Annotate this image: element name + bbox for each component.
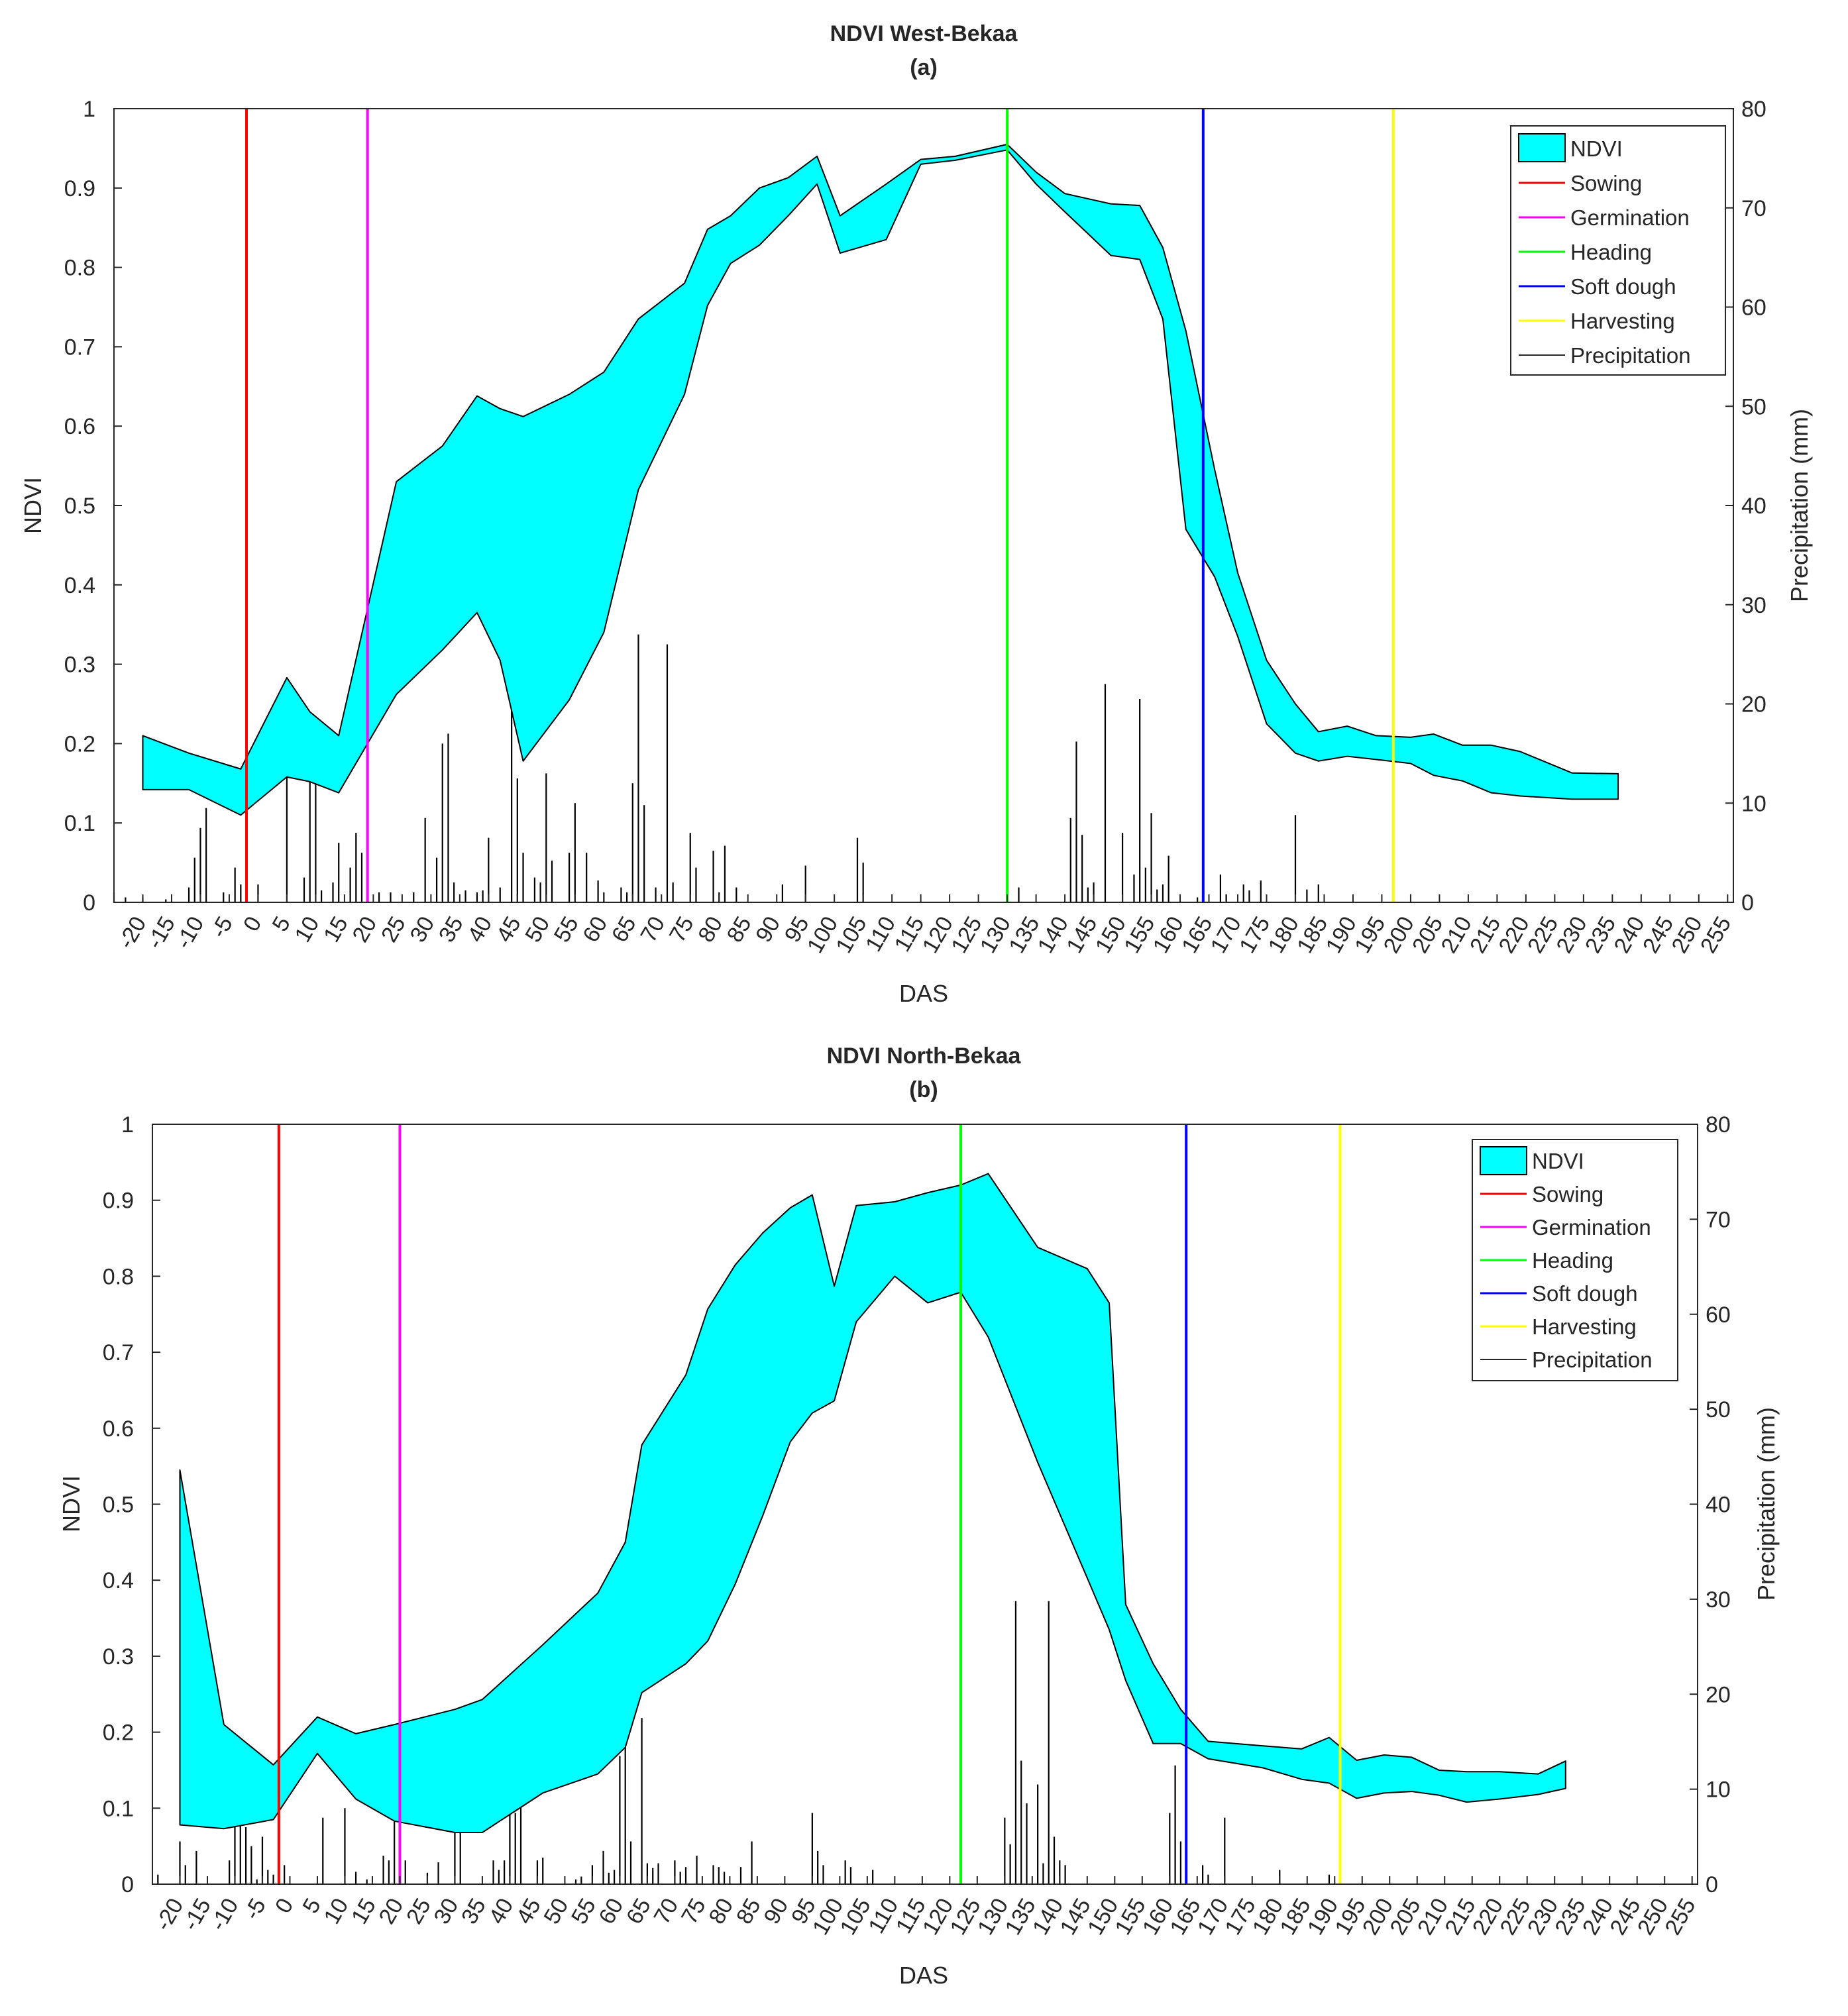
y2-tick-label: 30 <box>1741 593 1766 618</box>
y2-tick-label: 20 <box>1741 692 1766 717</box>
y2-tick-label: 20 <box>1706 1682 1731 1707</box>
y2-tick-label: 50 <box>1741 394 1766 419</box>
legend-swatch-ndvi <box>1480 1146 1527 1175</box>
y-tick-label: 0.9 <box>64 176 95 201</box>
y-tick-label: 0.1 <box>103 1796 134 1821</box>
chart-panel-west-bekaa: NDVI West-Bekaa (a) -20-15-10-5 0 51015202… <box>19 21 1813 1007</box>
y2-tick-label: 0 <box>1706 1872 1718 1897</box>
y-axis-label: NDVI <box>58 1475 85 1532</box>
y-tick-label: 0.7 <box>103 1340 134 1365</box>
chart-title: NDVI West-Bekaa <box>830 21 1018 46</box>
plot-area <box>157 1124 1566 1884</box>
chart-subtitle: (b) <box>909 1077 938 1102</box>
ndvi-range-band <box>179 1173 1566 1834</box>
legend-label-germination: Germination <box>1570 205 1690 230</box>
y2-tick-label: 70 <box>1741 196 1766 221</box>
y2-tick-label: 40 <box>1706 1493 1731 1518</box>
legend-label-harvesting: Harvesting <box>1532 1314 1637 1339</box>
y2-tick-label: 40 <box>1741 494 1766 519</box>
y-tick-label: 0.9 <box>103 1189 134 1214</box>
y2-axis-label: Precipitation (mm) <box>1753 1407 1780 1601</box>
legend-label-sowing: Sowing <box>1532 1182 1603 1206</box>
y-tick-label: 0 <box>121 1872 134 1897</box>
x-axis-ticks: -20-15-10-5 0 5101520253035404550556065707… <box>113 894 1736 957</box>
y2-tick-label: 0 <box>1741 890 1754 916</box>
y-tick-label: 0.5 <box>103 1493 134 1518</box>
legend: NDVI Sowing Germination Heading Soft dou… <box>1472 1139 1678 1381</box>
y2-tick-label: 10 <box>1706 1777 1731 1803</box>
y-tick-label: 0.2 <box>103 1721 134 1746</box>
y-tick-label: 0.3 <box>64 653 95 678</box>
y-tick-label: 0.2 <box>64 731 95 757</box>
y-tick-label: 1 <box>121 1112 134 1138</box>
y-tick-label: 0.7 <box>64 335 95 360</box>
y-tick-label: 0.8 <box>103 1264 134 1289</box>
legend-label-germination: Germination <box>1532 1215 1651 1240</box>
legend-label-soft-dough: Soft dough <box>1532 1281 1638 1306</box>
y-tick-label: 0.8 <box>64 256 95 281</box>
legend-label-ndvi: NDVI <box>1570 136 1623 161</box>
y2-axis-label: Precipitation (mm) <box>1786 409 1813 602</box>
y2-tick-label: 30 <box>1706 1587 1731 1613</box>
legend-label-ndvi: NDVI <box>1532 1149 1584 1173</box>
y2-tick-label: 60 <box>1741 295 1766 321</box>
x-axis-label: DAS <box>899 980 948 1007</box>
y-tick-label: 0.3 <box>103 1644 134 1670</box>
y2-tick-label: 80 <box>1741 97 1766 122</box>
y-tick-label: 0.6 <box>64 414 95 439</box>
y2-tick-label: 60 <box>1706 1302 1731 1328</box>
legend-label-sowing: Sowing <box>1570 171 1642 195</box>
y2-tick-label: 80 <box>1706 1112 1731 1138</box>
legend-label-precipitation: Precipitation <box>1570 343 1691 368</box>
y-axis-ticks: 0 0.1 0.2 0.3 0.4 0.5 0.6 0.7 0.8 0.9 1 <box>103 1112 160 1897</box>
y-tick-label: 0.6 <box>103 1416 134 1442</box>
y-axis-ticks: 0 0.1 0.2 0.3 0.4 0.5 0.6 0.7 0.8 0.9 1 <box>64 97 122 916</box>
x-axis-label: DAS <box>899 1962 948 1989</box>
plot-area <box>113 109 1619 902</box>
legend-label-soft-dough: Soft dough <box>1570 274 1676 299</box>
legend: NDVI Sowing Germination Heading Soft dou… <box>1510 125 1726 376</box>
legend-label-precipitation: Precipitation <box>1532 1348 1653 1372</box>
chart-title: NDVI North-Bekaa <box>827 1043 1022 1069</box>
y-tick-label: 0.1 <box>64 811 95 836</box>
legend-box <box>1510 125 1726 376</box>
legend-label-harvesting: Harvesting <box>1570 309 1675 333</box>
y2-axis-ticks: 0 10 20 30 40 50 60 70 80 <box>1725 97 1766 916</box>
y-tick-label: 0.4 <box>103 1568 134 1593</box>
legend-label-heading: Heading <box>1532 1248 1613 1273</box>
y2-tick-label: 70 <box>1706 1207 1731 1232</box>
y-tick-label: 0.4 <box>64 573 95 598</box>
y2-tick-label: 50 <box>1706 1397 1731 1422</box>
y2-axis-ticks: 0 10 20 30 40 50 60 70 80 <box>1690 1112 1731 1897</box>
y-tick-label: 1 <box>83 97 95 122</box>
y-axis-label: NDVI <box>19 477 46 534</box>
legend-swatch-ndvi <box>1518 133 1566 162</box>
chart-subtitle: (a) <box>910 55 938 80</box>
legend-label-heading: Heading <box>1570 240 1652 264</box>
y2-tick-label: 10 <box>1741 791 1766 816</box>
ndvi-range-band <box>142 143 1619 816</box>
y-tick-label: 0.5 <box>64 494 95 519</box>
y-tick-label: 0 <box>83 890 95 916</box>
